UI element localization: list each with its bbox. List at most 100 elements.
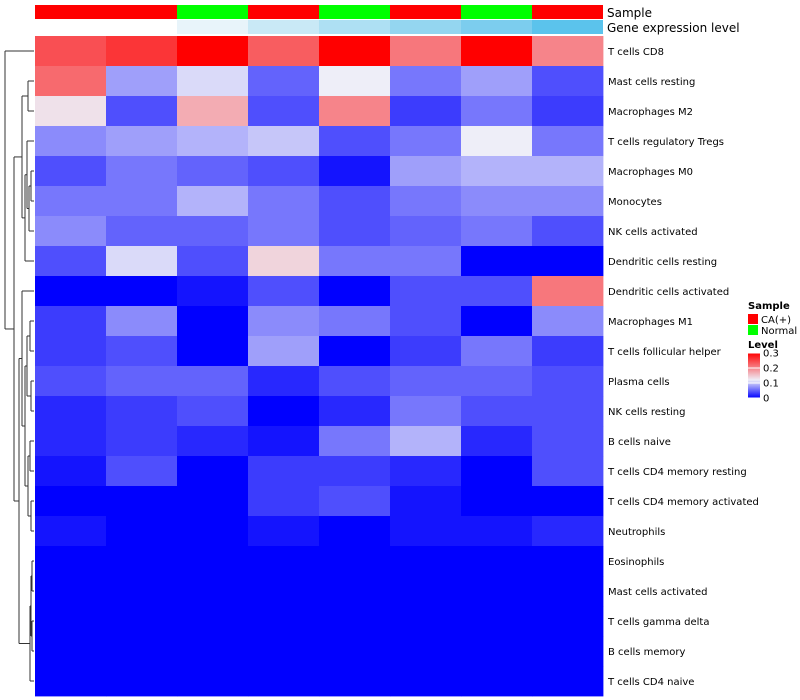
heatmap-cell [35, 216, 107, 247]
heatmap-cell [106, 516, 178, 547]
heatmap-cell [35, 426, 107, 457]
heatmap-cell [532, 36, 604, 67]
heatmap-cell [106, 66, 178, 97]
sample-annotation-cell [106, 5, 177, 19]
heatmap-cell [319, 96, 391, 127]
row-label: B cells memory [608, 647, 685, 658]
sample-annotation-cell [177, 5, 248, 19]
heatmap-cell [35, 576, 107, 607]
heatmap-cell [177, 606, 249, 637]
heatmap-cell [177, 546, 249, 577]
heatmap-cell [106, 426, 178, 457]
heatmap-cell [106, 336, 178, 367]
heatmap-cells [35, 36, 604, 697]
heatmap-cell [35, 126, 107, 157]
heatmap-cell [177, 576, 249, 607]
heatmap-cell [532, 666, 604, 697]
heatmap-cell [390, 546, 462, 577]
heatmap-cell [248, 36, 320, 67]
heatmap-cell [35, 36, 107, 67]
heatmap-cell [532, 366, 604, 397]
sample-annotation-cell [248, 5, 319, 19]
heatmap-cell [461, 96, 533, 127]
heatmap-cell [177, 486, 249, 517]
heatmap-cell [177, 426, 249, 457]
heatmap-cell [532, 306, 604, 337]
heatmap-cell [319, 126, 391, 157]
heatmap-cell [35, 96, 107, 127]
row-label: T cells CD4 memory activated [607, 497, 759, 508]
heatmap-cell [532, 396, 604, 427]
row-label: Mast cells activated [608, 587, 707, 598]
heatmap-cell [319, 576, 391, 607]
heatmap-cell [106, 156, 178, 187]
row-label: Macrophages M0 [608, 167, 693, 178]
heatmap-cell [177, 186, 249, 217]
row-label: NK cells activated [608, 227, 698, 238]
heatmap-cell [532, 126, 604, 157]
heatmap-cell [532, 216, 604, 247]
heatmap-cell [390, 396, 462, 427]
heatmap-cell [461, 606, 533, 637]
expression-annotation-cell [390, 20, 461, 34]
row-label: T cells CD4 memory resting [607, 467, 747, 478]
row-label: Neutrophils [608, 527, 665, 538]
heatmap-cell [248, 96, 320, 127]
heatmap-cell [35, 456, 107, 487]
heatmap-cell [461, 66, 533, 97]
heatmap-cell [177, 96, 249, 127]
heatmap-cell [532, 576, 604, 607]
heatmap-cell [106, 456, 178, 487]
expression-annotation-cell [248, 20, 319, 34]
heatmap-cell [532, 276, 604, 307]
heatmap-cell [461, 216, 533, 247]
heatmap-cell [106, 216, 178, 247]
heatmap-cell [248, 486, 320, 517]
heatmap-cell [248, 606, 320, 637]
heatmap-cell [532, 96, 604, 127]
heatmap-cell [390, 66, 462, 97]
heatmap-cell [319, 516, 391, 547]
heatmap-cell [319, 306, 391, 337]
heatmap-cell [461, 396, 533, 427]
heatmap-cell [532, 546, 604, 577]
annotation-row-label: Sample [607, 6, 652, 20]
heatmap-cell [319, 36, 391, 67]
heatmap-cell [248, 156, 320, 187]
expression-annotation-cell [177, 20, 248, 34]
heatmap-cell [248, 66, 320, 97]
heatmap-cell [319, 396, 391, 427]
legend-sample-label: CA(+) [761, 315, 791, 326]
heatmap-cell [106, 486, 178, 517]
heatmap-cell [106, 666, 178, 697]
heatmap-cell [461, 666, 533, 697]
heatmap-cell [461, 126, 533, 157]
row-label: Dendritic cells resting [608, 257, 717, 268]
heatmap-cell [390, 306, 462, 337]
expression-annotation-cell [532, 20, 603, 34]
heatmap-cell [248, 546, 320, 577]
heatmap-cell [461, 576, 533, 607]
heatmap-cell [35, 516, 107, 547]
legend-swatch [748, 325, 758, 335]
heatmap-cell [35, 186, 107, 217]
heatmap-cell [461, 306, 533, 337]
row-label: Plasma cells [608, 377, 670, 388]
heatmap-cell [319, 366, 391, 397]
heatmap-cell [177, 66, 249, 97]
heatmap-cell [248, 426, 320, 457]
heatmap-cell [319, 246, 391, 277]
heatmap-cell [248, 636, 320, 667]
heatmap-cell [461, 36, 533, 67]
row-label: T cells follicular helper [607, 347, 722, 358]
row-label: NK cells resting [608, 407, 685, 418]
heatmap-cell [390, 666, 462, 697]
sample-annotation-cell [532, 5, 603, 19]
level-colorbar [748, 353, 760, 398]
sample-annotation-cell [319, 5, 390, 19]
heatmap-cell [319, 456, 391, 487]
heatmap-cell [248, 576, 320, 607]
legend-swatch [748, 314, 758, 324]
